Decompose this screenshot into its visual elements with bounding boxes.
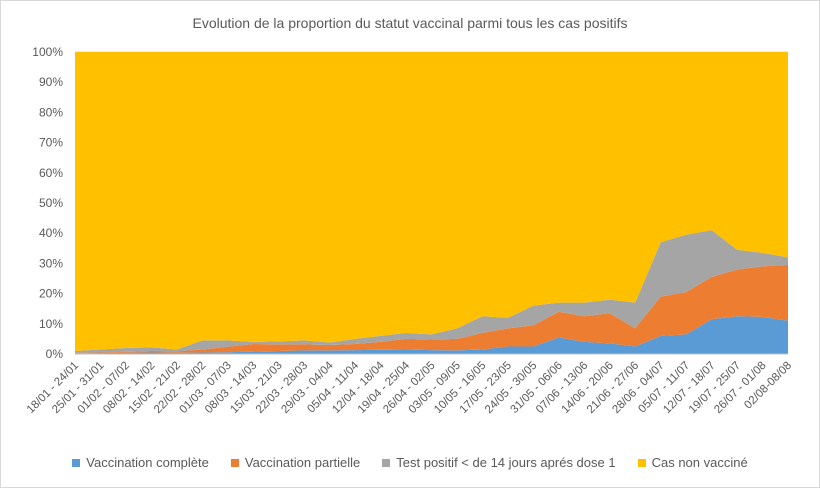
legend-item: Vaccination complète [72,455,209,470]
legend-swatch [637,458,646,467]
area-vaccination-compl-te [75,316,788,354]
y-tick-label: 70% [39,136,63,150]
y-axis: 0% 10% 20% 30% 40% 50% 60% 70% 80% 90% 100% [32,45,63,361]
legend-item: Vaccination partielle [230,455,361,470]
legend-item: Test positif < de 14 jours aprés dose 1 [382,455,616,470]
legend-label: Test positif < de 14 jours aprés dose 1 [396,455,616,470]
y-tick-label: 40% [39,226,63,240]
area-series [75,52,788,354]
chart-title: Evolution de la proportion du statut vac… [192,15,628,31]
legend-swatch [230,458,239,467]
legend-label: Cas non vacciné [651,455,748,470]
legend-label: Vaccination partielle [244,455,361,470]
legend-label: Vaccination complète [86,455,209,470]
legend-item: Cas non vacciné [637,455,748,470]
legend-swatch [382,458,391,467]
y-tick-label: 100% [32,45,63,59]
legend: Vaccination complète Vaccination partiell… [0,455,820,470]
y-tick-label: 80% [39,105,63,119]
y-tick-label: 30% [39,256,63,270]
y-tick-label: 20% [39,287,63,301]
y-tick-label: 10% [39,317,63,331]
y-tick-label: 90% [39,75,63,89]
y-tick-label: 0% [46,347,64,361]
area-vaccination-partielle [75,264,788,354]
y-tick-label: 50% [39,196,63,210]
legend-swatch [72,458,81,467]
area-test-positif-de-14-jours-apr-s-dose-1 [75,230,788,353]
area-cas-non-vaccin [75,52,788,351]
y-tick-label: 60% [39,166,63,180]
